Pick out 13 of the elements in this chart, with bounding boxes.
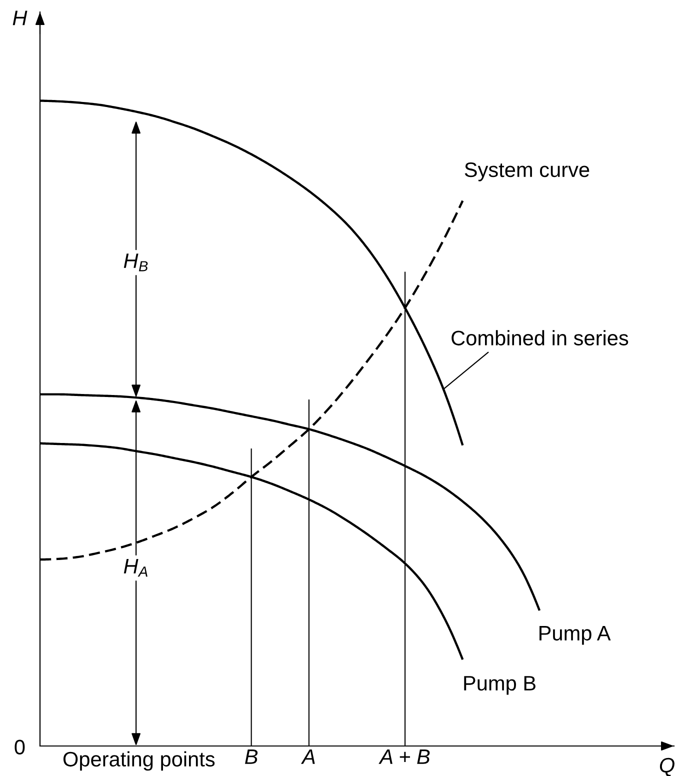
text: Operating points [63, 751, 215, 771]
x-tick-label: B [245, 750, 258, 764]
y-axis-title: H [12, 10, 28, 26]
x-axis-title: Q [660, 758, 674, 776]
x-tick-label: A [300, 750, 315, 764]
series-label: System curve [464, 162, 590, 182]
series-label: Pump A [540, 626, 611, 645]
text: 0 [14, 740, 25, 755]
annotation: H$_{A}$ [124, 559, 148, 577]
annotation: H$_{B}$ [124, 254, 148, 272]
series-label: Pump B [464, 676, 536, 695]
x-tick-label: A + B [378, 750, 430, 764]
series-label: Combined in series [452, 330, 628, 346]
